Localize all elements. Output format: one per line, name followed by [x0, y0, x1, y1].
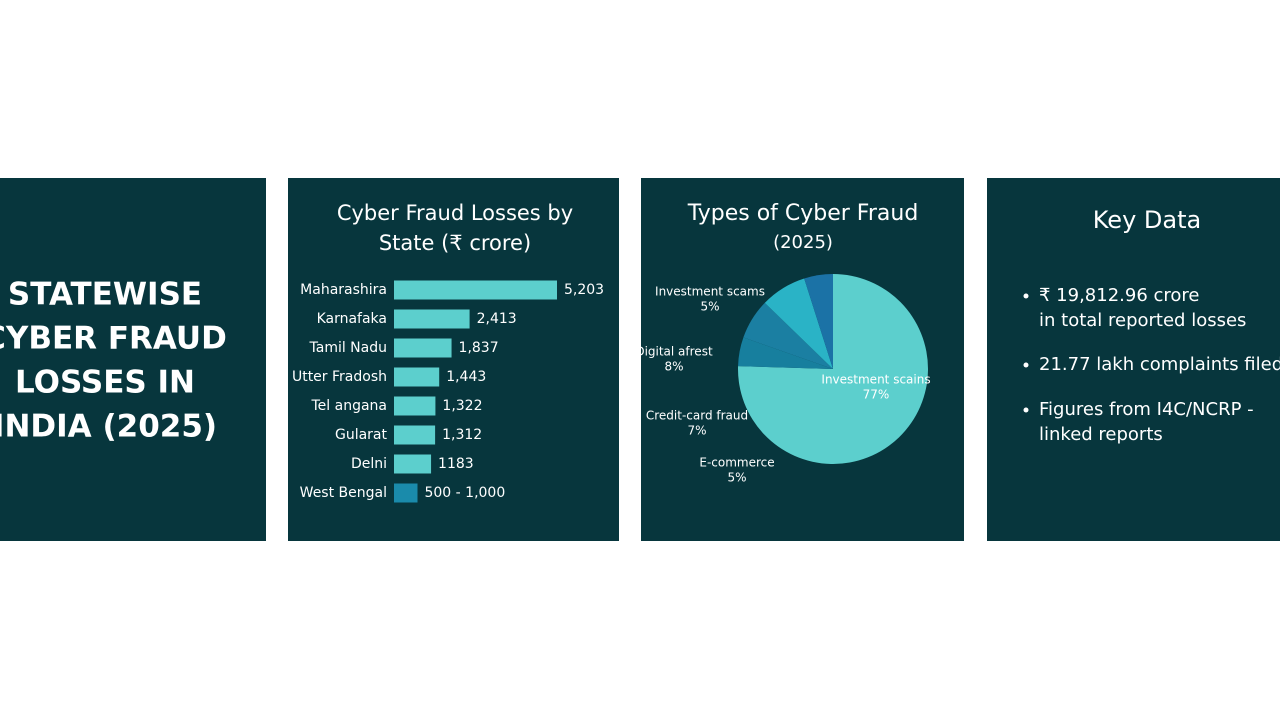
value-label: 1,443 [446, 369, 486, 385]
slice-value: 7% [687, 424, 706, 438]
bar-title: State (₹ crore) [379, 231, 531, 255]
bullet [1023, 407, 1029, 413]
key-item: ₹ 19,812.96 crore [1039, 285, 1200, 306]
slice-label: Investment scams [655, 285, 765, 299]
key-item: Figures from I4C/NCRP - [1039, 399, 1254, 420]
slice-label: Digital afrest [635, 345, 713, 359]
bar-label: Karnafaka [317, 311, 387, 327]
slice-value: 5% [727, 471, 746, 485]
slice-value: 5% [700, 300, 719, 314]
slice-label: Investment scains [821, 373, 930, 387]
pie-title: Types of Cyber Fraud [687, 201, 919, 226]
key-title: Key Data [1093, 206, 1201, 234]
title-line: STATEWISE [8, 277, 202, 313]
bar-label: Utter Fradosh [292, 369, 387, 385]
slice-value: 77% [863, 388, 890, 402]
pie-slice [764, 278, 833, 369]
title-line: INDIA (2025) [0, 409, 217, 445]
value-label: 2,413 [477, 311, 517, 327]
value-label: 500 - 1,000 [424, 485, 505, 501]
slice-value: 8% [664, 360, 683, 374]
pie-slice [743, 302, 833, 369]
title-panel [0, 178, 266, 541]
value-label: 1183 [438, 456, 474, 472]
key-item: linked reports [1039, 424, 1163, 445]
value-label: 1,322 [442, 398, 482, 414]
bullet [1023, 362, 1029, 368]
value-label: 5,203 [564, 282, 604, 298]
bar [394, 483, 418, 503]
bar [394, 367, 440, 387]
bar-label: West Bengal [300, 485, 387, 501]
bar-label: Tamil Nadu [309, 340, 388, 356]
title-line: CYBER FRAUD [0, 321, 227, 357]
slice-label: Credit-card fraud [646, 409, 748, 423]
bar [394, 454, 432, 474]
bar [394, 280, 557, 300]
pie-subtitle: (2025) [773, 232, 833, 253]
pie-slice [804, 274, 833, 369]
bar [394, 425, 436, 445]
bar [394, 309, 470, 329]
main-title: STATEWISE CYBER FRAUD LOSSES IN INDIA (2… [0, 277, 227, 445]
bar-label: Delni [351, 456, 387, 472]
bar-panel [288, 178, 619, 541]
bar-label: Maharashira [300, 282, 387, 298]
slice-label: E-commerce [699, 456, 774, 470]
bar [394, 396, 436, 416]
bar-label: Tel angana [311, 398, 388, 414]
bar-title: Cyber Fraud Losses by [337, 201, 573, 225]
title-line: LOSSES IN [15, 365, 195, 401]
pie-slice [738, 337, 833, 369]
bar-label: Gularat [335, 427, 388, 443]
key-item: in total reported losses [1039, 310, 1246, 331]
bar [394, 338, 452, 358]
key-panel [987, 178, 1280, 541]
value-label: 1,837 [459, 340, 499, 356]
key-item: 21.77 lakh complaints filed [1039, 354, 1280, 375]
value-label: 1,312 [442, 427, 482, 443]
bullet [1023, 293, 1029, 299]
